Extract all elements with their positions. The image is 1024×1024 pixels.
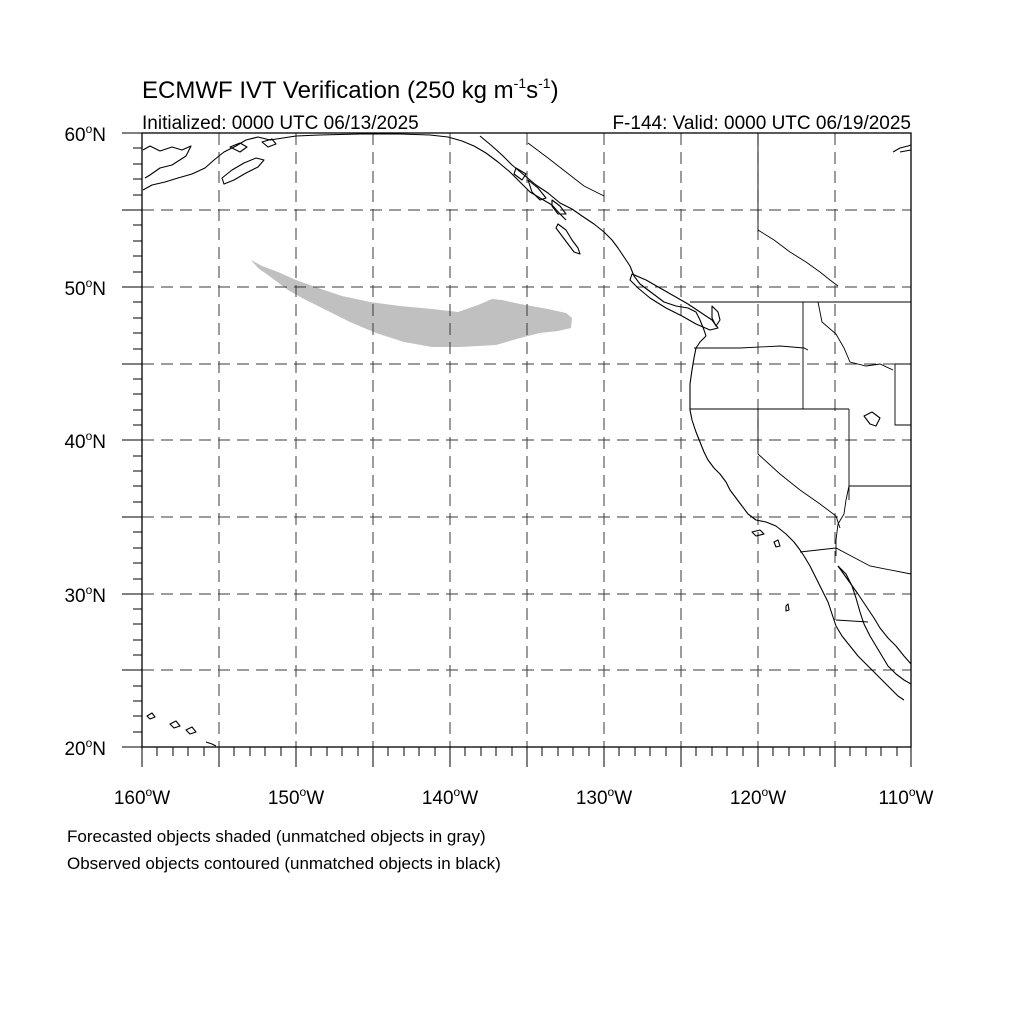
great-salt-lake <box>863 411 881 427</box>
lon-label-160: 160oW <box>114 785 170 809</box>
lon-ticks <box>141 747 912 767</box>
lat-label-60: 60oN <box>64 122 106 146</box>
alexander-archipelago <box>513 167 567 215</box>
lat-label-40: 40oN <box>64 429 106 453</box>
lon-label-150: 150oW <box>268 785 324 809</box>
channel-islands <box>751 529 790 612</box>
lon-labels: 160oW 150oW 140oW 130oW 120oW 110oW <box>114 785 934 809</box>
wy-border <box>894 363 911 426</box>
lon-label-120: 120oW <box>730 785 786 809</box>
lat-label-30: 30oN <box>64 583 106 607</box>
baja-pacific-coast <box>803 555 905 701</box>
us-mexico-border <box>799 547 912 575</box>
se-alaska-coast <box>479 135 707 337</box>
coastlines <box>142 133 912 747</box>
lat-ticks <box>122 132 142 748</box>
political-borders <box>527 133 912 623</box>
forecast-ivt-object <box>251 260 572 347</box>
az-ca-border <box>835 485 850 556</box>
lon-label-130: 130oW <box>576 785 632 809</box>
hudson-fragment <box>892 144 912 153</box>
mexico-mainland-coast <box>837 565 912 665</box>
graticule <box>142 133 911 747</box>
id-mt-border <box>817 301 894 371</box>
lon-label-110: 110oW <box>879 785 934 809</box>
alaska-peninsula-islands <box>229 138 277 153</box>
valid-label: F-144: Valid: 0000 UTC 06/19/2025 <box>612 113 911 134</box>
baja-border <box>835 619 869 623</box>
alaska-coast <box>142 133 567 221</box>
hawaii-islands <box>146 712 217 747</box>
kodiak-island <box>221 157 265 185</box>
vancouver-island <box>629 273 719 331</box>
wa-or-border <box>694 345 809 351</box>
lat-labels: 60oN 50oN 40oN 30oN 20oN <box>64 122 106 760</box>
ca-nv-border <box>757 409 841 529</box>
puget-sound <box>711 305 721 327</box>
canada-river <box>757 229 839 287</box>
us-west-coast <box>689 335 805 557</box>
lat-label-20: 20oN <box>64 736 106 760</box>
alaska-canada-border <box>527 142 605 197</box>
legend-forecast-note: Forecasted objects shaded (unmatched obj… <box>67 827 486 846</box>
legend-observed-note: Observed objects contoured (unmatched ob… <box>67 854 501 873</box>
haida-gwaii <box>555 223 581 255</box>
gulf-of-california <box>837 565 912 685</box>
map-title: ECMWF IVT Verification (250 kg m-1s-1) <box>142 75 559 104</box>
lon-label-140: 140oW <box>422 785 478 809</box>
lat-label-50: 50oN <box>64 276 106 300</box>
initialized-label: Initialized: 0000 UTC 06/13/2025 <box>142 113 419 134</box>
